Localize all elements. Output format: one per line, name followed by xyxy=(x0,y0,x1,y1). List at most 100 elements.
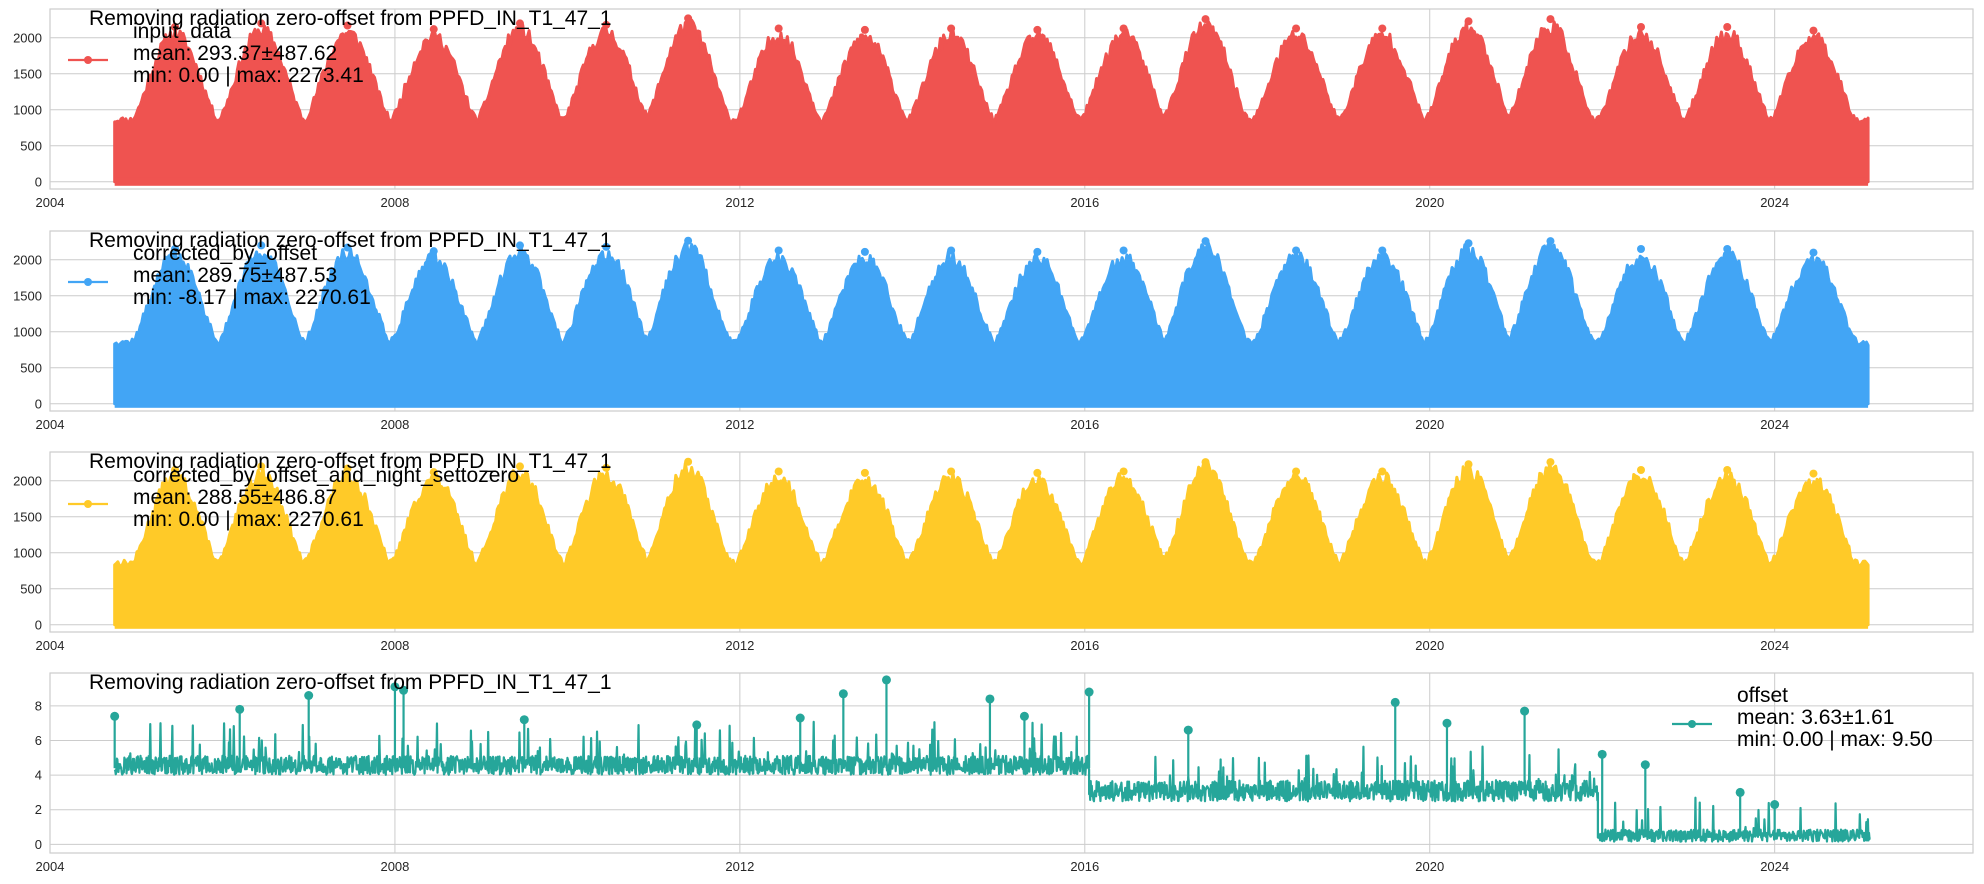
y-tick-label: 2 xyxy=(35,802,42,817)
spike-point xyxy=(1597,749,1607,759)
legend-marker xyxy=(84,500,92,508)
peak-point xyxy=(1033,25,1042,34)
peak-point xyxy=(1809,26,1818,35)
peak-point xyxy=(171,23,180,31)
x-tick-label: 2024 xyxy=(1760,195,1789,210)
chart-panel-4: 2004 2008 2012 2016 2020 2024 0 2 4 6 8 Removing ra… xyxy=(35,671,1974,874)
x-tick-label: 2016 xyxy=(1070,417,1099,432)
peak-point xyxy=(515,19,524,28)
y-tick-label: 0 xyxy=(35,837,42,852)
spike-point xyxy=(519,715,529,725)
x-tick-label: 2004 xyxy=(36,195,65,210)
x-tick-label: 2024 xyxy=(1760,859,1789,874)
x-tick-label: 2012 xyxy=(725,638,754,653)
spike-point xyxy=(692,720,702,730)
y-tick-label: 8 xyxy=(35,698,42,713)
x-tick-label: 2024 xyxy=(1760,417,1789,432)
spike-point xyxy=(235,704,245,714)
x-tick-label: 2004 xyxy=(36,859,65,874)
peak-point xyxy=(1723,23,1732,31)
peak-point xyxy=(1546,237,1555,246)
x-tick-label: 2020 xyxy=(1415,638,1444,653)
peak-point xyxy=(860,468,869,477)
legend-stats: mean: 289.75±487.53 xyxy=(133,264,337,287)
chart-title: Removing radiation zero-offset from PPFD… xyxy=(89,450,612,473)
series-baseline xyxy=(114,399,1869,408)
spike-point xyxy=(838,689,848,699)
spike-point xyxy=(1520,706,1530,716)
series-corrected_by_offset_and_night_settozero xyxy=(113,457,1870,629)
legend-range: min: -8.17 | max: 2270.61 xyxy=(133,286,371,309)
peak-point xyxy=(515,462,524,471)
peak-point xyxy=(1201,458,1210,467)
legend-series-name: corrected_by_offset xyxy=(133,242,317,265)
legend-stats: mean: 293.37±487.62 xyxy=(133,42,337,65)
peak-point xyxy=(684,14,693,23)
legend-range: min: 0.00 | max: 9.50 xyxy=(1737,728,1933,751)
peak-point xyxy=(429,247,438,256)
series-baseline xyxy=(114,177,1869,186)
spike-point xyxy=(1084,687,1094,697)
peak-point xyxy=(947,467,956,476)
peak-point xyxy=(171,466,180,474)
x-tick-label: 2016 xyxy=(1070,638,1099,653)
spike-point xyxy=(881,675,891,685)
peak-point xyxy=(343,21,352,30)
legend-marker xyxy=(84,56,92,64)
peak-point xyxy=(860,25,869,34)
x-tick-label: 2008 xyxy=(380,195,409,210)
peak-point xyxy=(1119,246,1128,255)
chart-title: Removing radiation zero-offset from PPFD… xyxy=(89,7,612,30)
spike-point xyxy=(985,694,995,704)
spike-point xyxy=(390,682,400,692)
spike-point xyxy=(1442,718,1452,728)
peak-point xyxy=(1378,24,1387,33)
peak-point xyxy=(947,24,956,33)
y-tick-label: 2000 xyxy=(13,473,42,488)
y-tick-label: 0 xyxy=(35,617,42,632)
peak-point xyxy=(1292,24,1301,33)
spike-point xyxy=(399,685,409,695)
y-tick-label: 2000 xyxy=(13,30,42,45)
x-tick-label: 2012 xyxy=(725,859,754,874)
x-tick-label: 2004 xyxy=(36,638,65,653)
legend-series-name: corrected_by_offset_and_night_settozero xyxy=(133,464,519,487)
chart-title: Removing radiation zero-offset from PPFD… xyxy=(89,229,612,252)
peak-point xyxy=(257,19,266,28)
chart-panel-2: 2004 2008 2012 2016 2020 2024 0 500 1000 1500 2000… xyxy=(13,229,1974,432)
chart-panel-1: 2004 2008 2012 2016 2020 2024 0 500 1000 1500 2000… xyxy=(13,7,1974,210)
series-offset xyxy=(110,675,1871,843)
peak-point xyxy=(1201,15,1210,24)
peak-point xyxy=(1464,239,1473,248)
x-tick-label: 2020 xyxy=(1415,417,1444,432)
peak-point xyxy=(1292,467,1301,476)
legend-range: min: 0.00 | max: 2270.61 xyxy=(133,508,364,531)
chart-title: Removing radiation zero-offset from PPFD… xyxy=(89,671,612,694)
peak-point xyxy=(1809,248,1818,257)
peak-point xyxy=(171,245,180,253)
series-area xyxy=(113,17,1870,184)
y-tick-label: 4 xyxy=(35,768,42,783)
series-input_data xyxy=(113,14,1870,186)
y-tick-label: 1500 xyxy=(13,509,42,524)
series-baseline xyxy=(114,620,1869,629)
y-tick-label: 6 xyxy=(35,733,42,748)
series-line xyxy=(113,720,1871,843)
y-tick-label: 0 xyxy=(35,174,42,189)
peak-point xyxy=(1464,17,1473,26)
spike-point xyxy=(304,691,314,700)
y-tick-label: 1000 xyxy=(13,324,42,339)
x-tick-label: 2024 xyxy=(1760,638,1789,653)
peak-point xyxy=(515,241,524,250)
series-area xyxy=(113,461,1870,627)
legend-marker xyxy=(1688,720,1696,728)
y-tick-label: 500 xyxy=(20,360,42,375)
y-tick-label: 500 xyxy=(20,138,42,153)
peak-point xyxy=(602,20,611,29)
x-tick-label: 2020 xyxy=(1415,195,1444,210)
spike-point xyxy=(110,711,120,721)
peak-point xyxy=(1637,466,1646,474)
peak-point xyxy=(684,457,693,466)
legend-series-name: offset xyxy=(1737,684,1788,707)
peak-point xyxy=(1033,247,1042,256)
